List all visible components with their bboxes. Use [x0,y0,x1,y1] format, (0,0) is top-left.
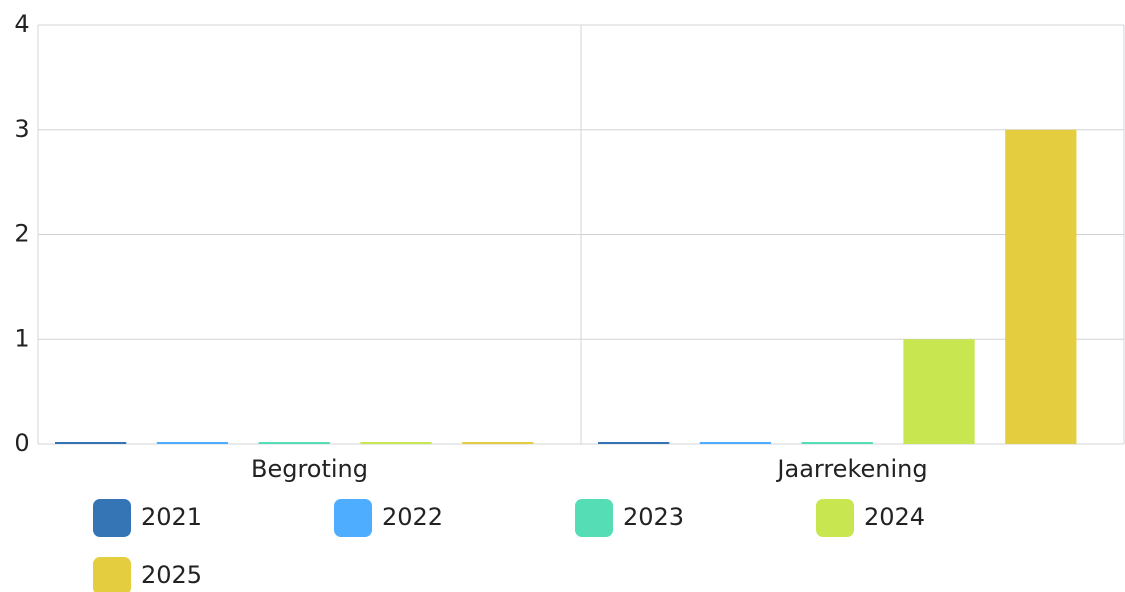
bar [360,442,432,444]
x-tick-label: Jaarrekening [775,455,927,483]
y-tick-label: 2 [14,220,29,248]
legend-label: 2022 [382,503,443,531]
legend-swatch [816,499,854,537]
bar [801,442,873,444]
legend-label: 2024 [864,503,925,531]
bar [462,442,534,444]
legend-swatch [334,499,372,537]
x-tick-label: Begroting [251,455,368,483]
bar [55,442,127,444]
legend-label: 2021 [141,503,202,531]
legend-label: 2025 [141,561,202,589]
legend-swatch [93,499,131,537]
bar [903,339,975,444]
bar [1005,129,1077,444]
y-tick-label: 0 [14,429,29,457]
y-tick-label: 4 [14,10,29,38]
bar [258,442,330,444]
bar [699,442,772,444]
legend-swatch [575,499,613,537]
legend-label: 2023 [623,503,684,531]
y-tick-label: 1 [14,324,29,352]
bar [156,442,229,444]
y-tick-label: 3 [14,115,29,143]
bar [598,442,670,444]
legend-swatch [93,557,131,592]
